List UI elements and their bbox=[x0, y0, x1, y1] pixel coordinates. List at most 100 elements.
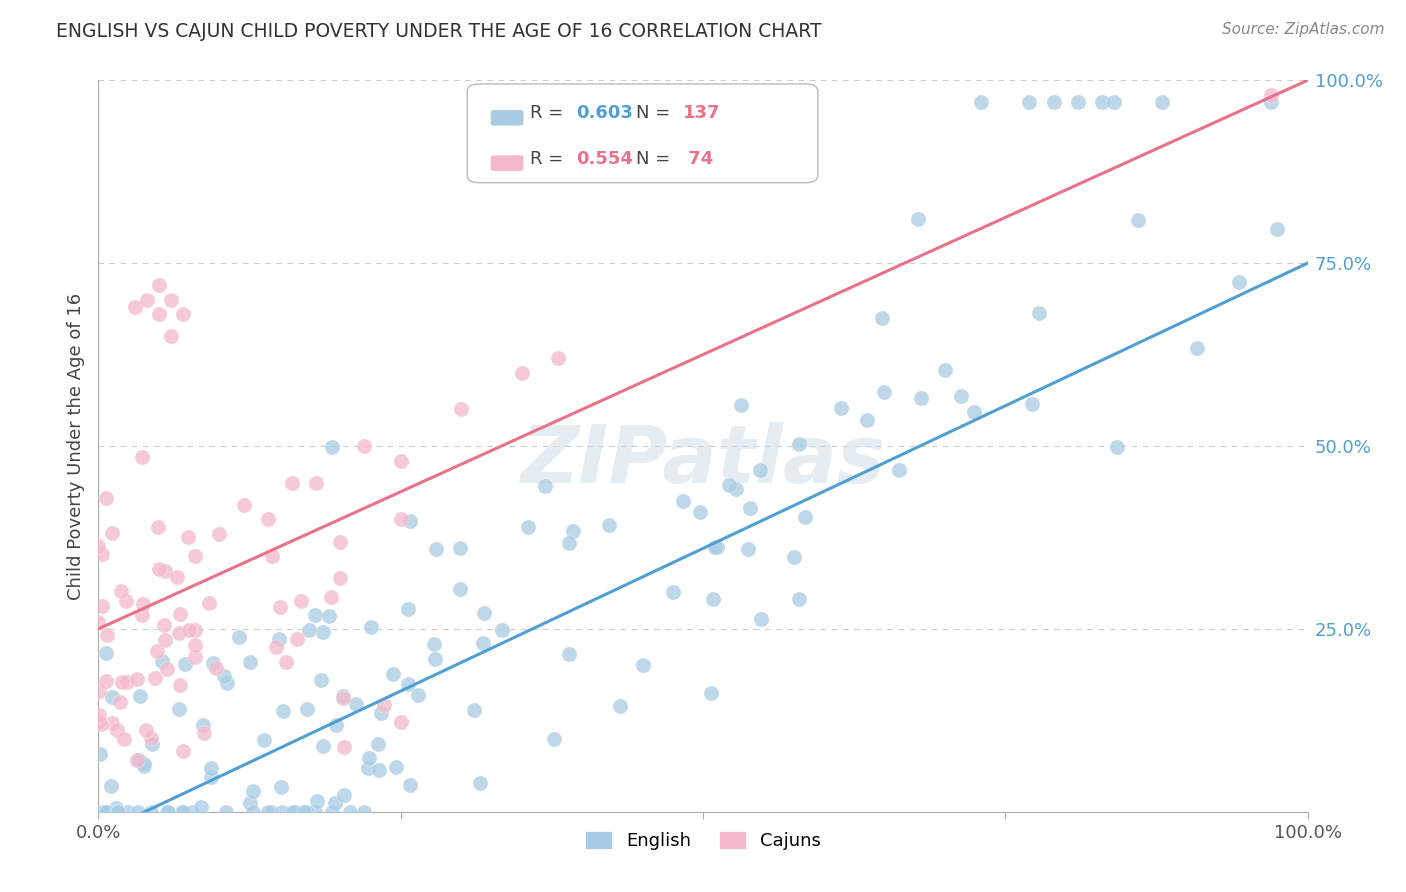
Point bbox=[463, 703, 485, 717]
Point bbox=[290, 594, 312, 608]
Point bbox=[396, 677, 419, 691]
Point bbox=[127, 672, 149, 686]
Point bbox=[108, 695, 131, 709]
Point bbox=[389, 512, 412, 526]
Point bbox=[156, 805, 179, 819]
Point bbox=[543, 731, 565, 746]
Point bbox=[190, 800, 212, 814]
Point bbox=[177, 624, 200, 638]
Point bbox=[889, 463, 911, 477]
Point bbox=[332, 689, 354, 703]
Point bbox=[304, 608, 326, 623]
Point bbox=[700, 686, 723, 700]
Point bbox=[97, 805, 120, 819]
Point bbox=[200, 761, 222, 775]
Point bbox=[870, 311, 893, 326]
Point bbox=[295, 805, 318, 819]
Point bbox=[152, 618, 174, 632]
Point bbox=[662, 584, 685, 599]
Point bbox=[749, 612, 772, 626]
Point bbox=[256, 512, 278, 526]
Point bbox=[873, 385, 896, 400]
Point bbox=[934, 363, 956, 377]
Point bbox=[737, 542, 759, 557]
Point bbox=[1102, 95, 1125, 110]
Point bbox=[1067, 95, 1090, 110]
Point bbox=[304, 805, 326, 819]
Point bbox=[787, 592, 810, 607]
Point bbox=[184, 649, 207, 664]
Point bbox=[558, 647, 581, 661]
Point bbox=[107, 805, 129, 819]
Point bbox=[148, 562, 170, 576]
Point bbox=[112, 732, 135, 747]
Point bbox=[141, 731, 163, 746]
Point bbox=[160, 329, 183, 343]
Point bbox=[318, 608, 340, 623]
Point bbox=[134, 756, 156, 771]
Y-axis label: Child Poverty Under the Age of 16: Child Poverty Under the Age of 16 bbox=[66, 293, 84, 599]
Point bbox=[94, 491, 117, 505]
Point bbox=[689, 505, 711, 519]
Point bbox=[96, 805, 118, 819]
Point bbox=[228, 630, 250, 644]
Point bbox=[148, 307, 170, 321]
Point bbox=[94, 674, 117, 689]
Point bbox=[115, 594, 138, 608]
Text: ZIPatlas: ZIPatlas bbox=[520, 422, 886, 500]
Point bbox=[1091, 95, 1114, 110]
Point bbox=[285, 632, 308, 647]
Point bbox=[381, 666, 404, 681]
Point bbox=[172, 743, 194, 757]
Point bbox=[208, 526, 231, 541]
Point bbox=[562, 524, 585, 538]
Point bbox=[177, 530, 200, 544]
Point bbox=[172, 307, 194, 321]
Point bbox=[333, 788, 356, 802]
Point bbox=[396, 601, 419, 615]
Point bbox=[295, 702, 318, 716]
Point bbox=[91, 805, 114, 819]
Point bbox=[970, 95, 993, 110]
Point bbox=[242, 784, 264, 798]
Point bbox=[510, 366, 533, 380]
Point bbox=[101, 526, 124, 541]
Point bbox=[129, 690, 152, 704]
FancyBboxPatch shape bbox=[492, 111, 523, 125]
Point bbox=[292, 805, 315, 819]
Point bbox=[740, 500, 762, 515]
Point bbox=[1105, 440, 1128, 454]
Point bbox=[96, 805, 118, 819]
Point bbox=[357, 750, 380, 764]
Point bbox=[90, 599, 112, 613]
Point bbox=[333, 740, 356, 755]
Point bbox=[200, 770, 222, 784]
Point bbox=[312, 739, 335, 753]
Point bbox=[166, 569, 188, 583]
Point bbox=[100, 779, 122, 793]
Point bbox=[169, 626, 191, 640]
Point bbox=[181, 805, 204, 819]
Text: N =: N = bbox=[637, 150, 676, 168]
Point bbox=[155, 564, 177, 578]
Text: 74: 74 bbox=[682, 150, 714, 168]
Point bbox=[1028, 306, 1050, 320]
Point bbox=[260, 549, 283, 563]
Point bbox=[156, 662, 179, 676]
Point bbox=[107, 805, 129, 819]
Point bbox=[472, 636, 495, 650]
Point bbox=[101, 715, 124, 730]
Point bbox=[253, 733, 276, 747]
Text: ENGLISH VS CAJUN CHILD POVERTY UNDER THE AGE OF 16 CORRELATION CHART: ENGLISH VS CAJUN CHILD POVERTY UNDER THE… bbox=[56, 22, 823, 41]
Point bbox=[368, 764, 391, 778]
Point bbox=[100, 690, 122, 704]
Point bbox=[89, 707, 111, 722]
Point bbox=[389, 714, 412, 729]
Text: Source: ZipAtlas.com: Source: ZipAtlas.com bbox=[1222, 22, 1385, 37]
Point bbox=[173, 657, 195, 671]
Point bbox=[134, 758, 156, 772]
Point bbox=[281, 805, 304, 819]
Point bbox=[269, 599, 291, 614]
Point bbox=[167, 702, 190, 716]
Text: 0.554: 0.554 bbox=[576, 150, 633, 168]
